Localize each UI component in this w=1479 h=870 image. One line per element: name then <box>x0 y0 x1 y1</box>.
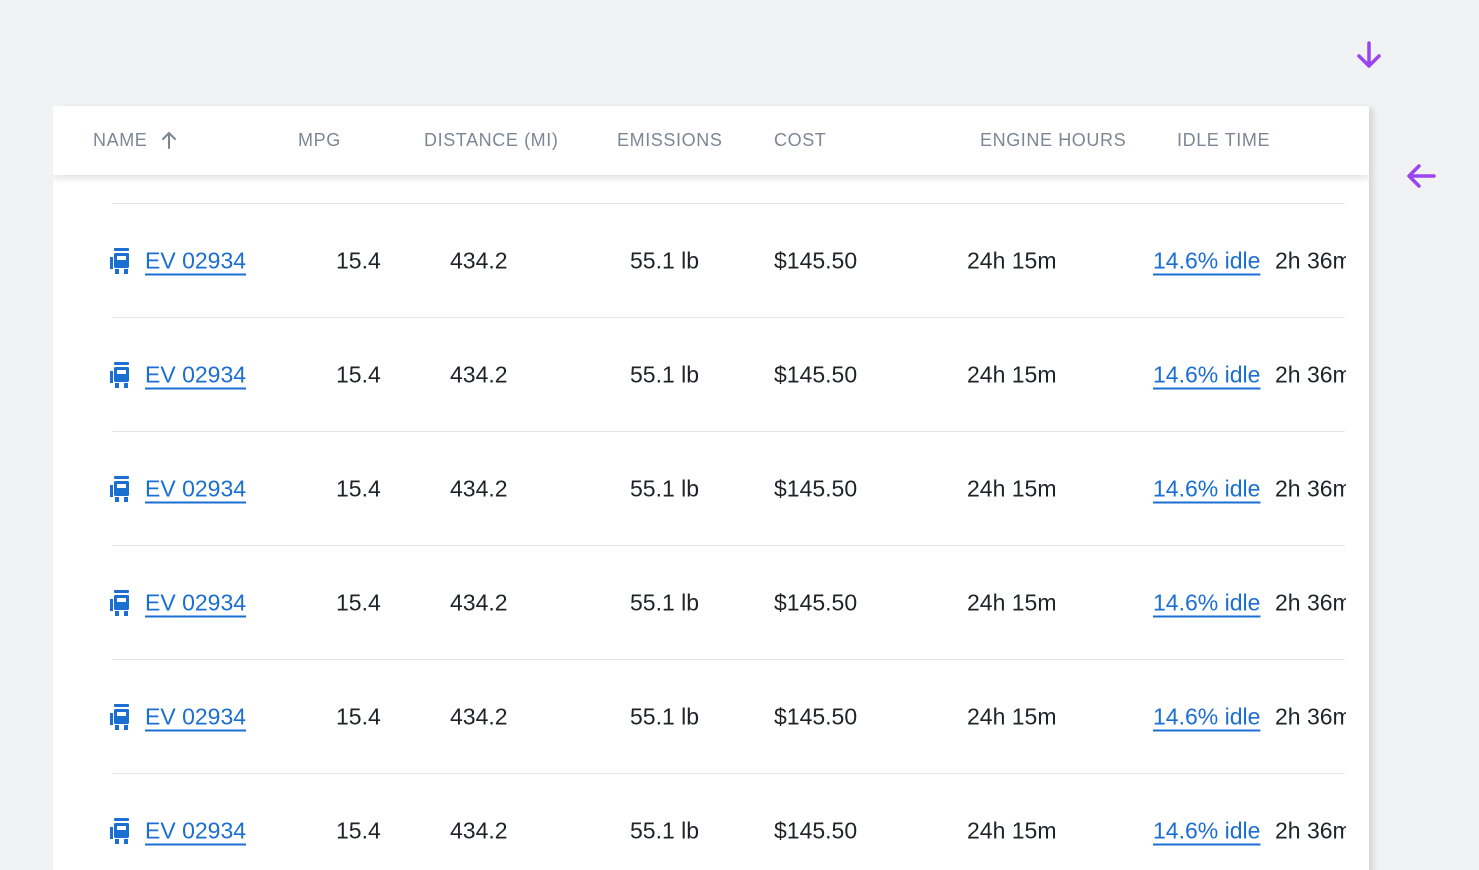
engine-hours-value: 24h 15m <box>967 703 1057 730</box>
emissions-value: 55.1 lb <box>630 361 700 388</box>
idle-percent-link[interactable]: 14.6% idle <box>1153 247 1261 274</box>
mpg-value: 15.4 <box>336 589 381 616</box>
emissions-value: 55.1 lb <box>630 475 700 502</box>
mpg-value: 15.4 <box>336 361 381 388</box>
distance-value: 434.2 <box>450 475 508 502</box>
cost-value: $145.50 <box>774 589 858 616</box>
idle-time-value: 2h 36m <box>1275 703 1346 730</box>
vehicle-name-link[interactable]: EV 02934 <box>145 475 247 502</box>
idle-time-value: 2h 36m <box>1275 247 1346 274</box>
row-divider <box>112 773 1345 774</box>
row-divider <box>112 317 1345 318</box>
emissions-value: 55.1 lb <box>630 817 700 844</box>
distance-value: 434.2 <box>450 247 508 274</box>
distance-value: 434.2 <box>450 589 508 616</box>
column-header-mpg[interactable]: MPG <box>298 130 341 150</box>
column-header-idle-time[interactable]: IDLE TIME <box>1177 130 1271 150</box>
emissions-value: 55.1 lb <box>630 703 700 730</box>
cost-value: $145.50 <box>774 475 858 502</box>
engine-hours-value: 24h 15m <box>967 589 1057 616</box>
arrow-up-icon[interactable] <box>160 130 178 150</box>
row-divider <box>112 203 1345 204</box>
distance-value: 434.2 <box>450 817 508 844</box>
engine-hours-value: 24h 15m <box>967 475 1057 502</box>
vehicle-name-link[interactable]: EV 02934 <box>145 361 247 388</box>
column-header-engine-hours[interactable]: ENGINE HOURS <box>980 130 1127 150</box>
idle-percent-link[interactable]: 14.6% idle <box>1153 361 1261 388</box>
row-divider <box>112 545 1345 546</box>
table-row: EV 02934 15.4 434.2 55.1 lb $145.50 24h 15m 14… <box>53 432 1369 546</box>
table-row: EV 02934 15.4 434.2 55.1 lb $145.50 24h 15m 14… <box>53 204 1369 318</box>
idle-time-value: 2h 36m <box>1275 589 1346 616</box>
column-header-distance[interactable]: DISTANCE (MI) <box>424 130 559 150</box>
truck-icon <box>110 817 130 845</box>
idle-time-value: 2h 36m <box>1275 817 1346 844</box>
vehicle-name-link[interactable]: EV 02934 <box>145 817 247 844</box>
truck-icon <box>110 361 130 389</box>
arrow-down-icon <box>1357 41 1381 68</box>
column-header-name[interactable]: NAME <box>93 130 148 150</box>
table-row: EV 02934 15.4 434.2 55.1 lb $145.50 24h 15m 14… <box>53 546 1369 660</box>
row-divider <box>112 659 1345 660</box>
emissions-value: 55.1 lb <box>630 589 700 616</box>
row-divider <box>112 431 1345 432</box>
distance-value: 434.2 <box>450 703 508 730</box>
mpg-value: 15.4 <box>336 247 381 274</box>
table-row: EV 02934 15.4 434.2 55.1 lb $145.50 24h 15m 14… <box>53 318 1369 432</box>
column-header-cost[interactable]: COST <box>774 130 827 150</box>
truck-icon <box>110 703 130 731</box>
truck-icon <box>110 247 130 275</box>
mpg-value: 15.4 <box>336 817 381 844</box>
mpg-value: 15.4 <box>336 703 381 730</box>
cost-value: $145.50 <box>774 817 858 844</box>
distance-value: 434.2 <box>450 361 508 388</box>
table-header: NAME MPG DISTANCE (MI) EMISSIONS COST EN… <box>53 106 1369 175</box>
table-row: EV 02934 15.4 434.2 55.1 lb $145.50 24h 15m 14… <box>53 660 1369 774</box>
idle-percent-link[interactable]: 14.6% idle <box>1153 475 1261 502</box>
idle-percent-link[interactable]: 14.6% idle <box>1153 703 1261 730</box>
idle-time-value: 2h 36m <box>1275 475 1346 502</box>
vehicle-name-link[interactable]: EV 02934 <box>145 247 247 274</box>
engine-hours-value: 24h 15m <box>967 361 1057 388</box>
cost-value: $145.50 <box>774 247 858 274</box>
vehicle-name-link[interactable]: EV 02934 <box>145 703 247 730</box>
truck-icon <box>110 475 130 503</box>
mpg-value: 15.4 <box>336 475 381 502</box>
cost-value: $145.50 <box>774 703 858 730</box>
idle-time-value: 2h 36m <box>1275 361 1346 388</box>
truck-icon <box>110 589 130 617</box>
engine-hours-value: 24h 15m <box>967 817 1057 844</box>
engine-hours-value: 24h 15m <box>967 247 1057 274</box>
idle-percent-link[interactable]: 14.6% idle <box>1153 589 1261 616</box>
idle-percent-link[interactable]: 14.6% idle <box>1153 817 1261 844</box>
vehicle-name-link[interactable]: EV 02934 <box>145 589 247 616</box>
cost-value: $145.50 <box>774 361 858 388</box>
column-header-emissions[interactable]: EMISSIONS <box>617 130 723 150</box>
table-row: EV 02934 15.4 434.2 55.1 lb $145.50 24h 15m 14… <box>53 774 1369 870</box>
arrow-left-icon <box>1407 164 1436 188</box>
emissions-value: 55.1 lb <box>630 247 700 274</box>
data-table: EV 02934 15.4 434.2 55.1 lb $145.50 24h 15m 14… <box>53 106 1369 870</box>
